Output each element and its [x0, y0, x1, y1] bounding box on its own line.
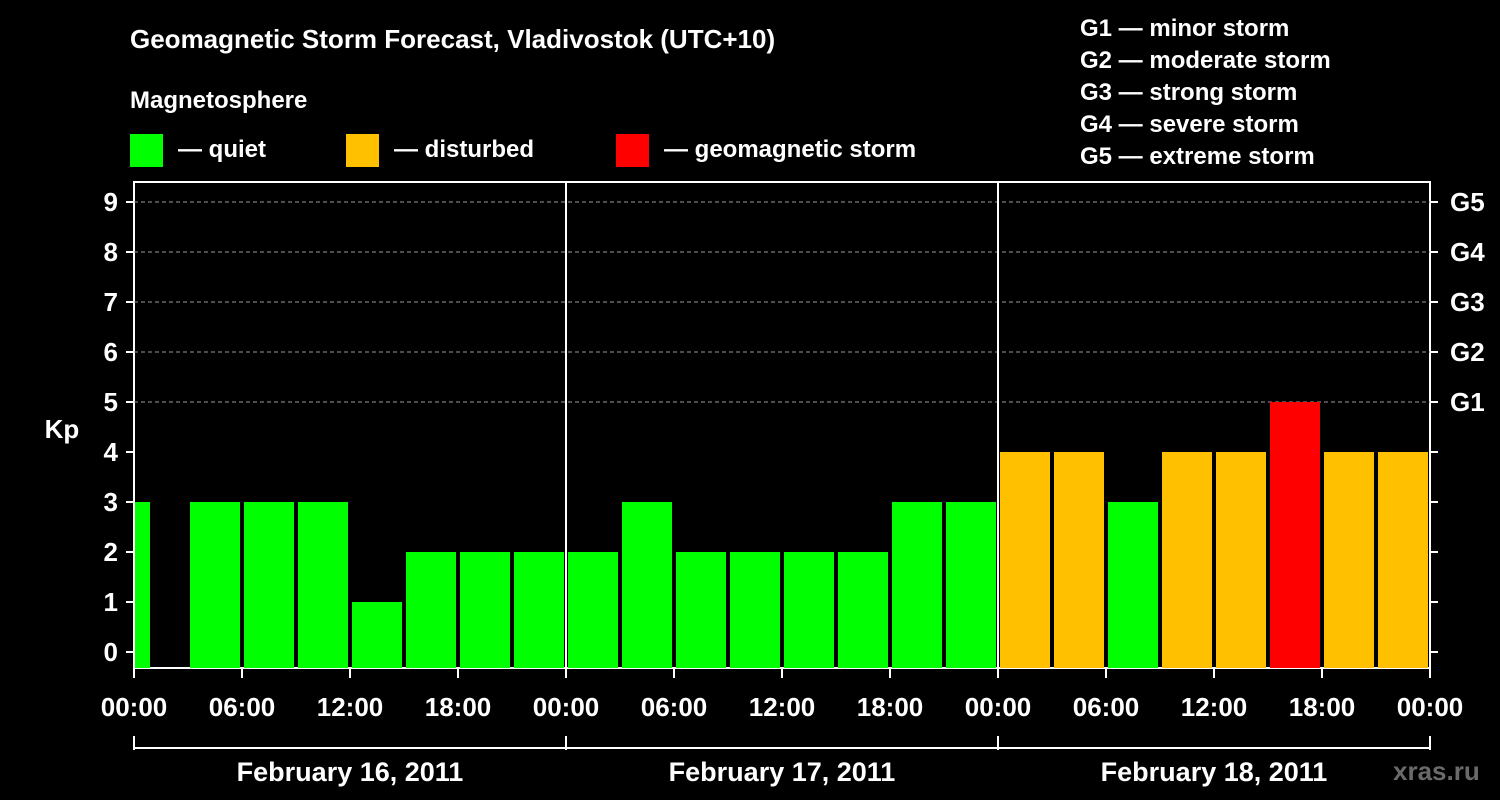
- right-tick-label-G5: G5: [1450, 187, 1485, 217]
- g-scale-g2: G2 — moderate storm: [1080, 47, 1331, 74]
- y-tick-label-2: 2: [104, 537, 118, 567]
- x-tick-label-8: 00:00: [965, 692, 1032, 722]
- x-tick-label-5: 06:00: [641, 692, 708, 722]
- bar-2: [244, 502, 294, 668]
- y-tick-label-9: 9: [104, 187, 118, 217]
- x-tick-label-12: 00:00: [1397, 692, 1464, 722]
- y-tick-label-4: 4: [104, 437, 119, 467]
- bar-0: [135, 502, 150, 668]
- g-scale-g3: G3 — strong storm: [1080, 79, 1298, 106]
- y-tick-label-1: 1: [104, 587, 118, 617]
- g-scale-g1: G1 — minor storm: [1080, 15, 1290, 42]
- bar-18: [1108, 502, 1158, 668]
- bar-13: [838, 552, 888, 668]
- bar-21: [1270, 402, 1320, 668]
- legend-swatch-storm: [616, 134, 649, 167]
- bar-11: [730, 552, 780, 668]
- bar-23: [1378, 452, 1428, 668]
- g-scale-g5: G5 — extreme storm: [1080, 143, 1315, 170]
- watermark: xras.ru: [1393, 756, 1480, 786]
- date-label-0: February 16, 2011: [237, 757, 464, 787]
- date-label-2: February 18, 2011: [1101, 757, 1328, 787]
- bar-20: [1216, 452, 1266, 668]
- bar-10: [676, 552, 726, 668]
- y-tick-label-0: 0: [104, 637, 118, 667]
- bar-6: [460, 552, 510, 668]
- legend-label-quiet: — quiet: [178, 136, 266, 163]
- right-tick-label-G4: G4: [1450, 237, 1485, 267]
- chart-title: Geomagnetic Storm Forecast, Vladivostok …: [130, 24, 776, 54]
- bar-17: [1054, 452, 1104, 668]
- bar-5: [406, 552, 456, 668]
- legend-label-storm: — geomagnetic storm: [664, 136, 917, 163]
- x-tick-label-9: 06:00: [1073, 692, 1140, 722]
- bar-4: [352, 602, 402, 668]
- y-tick-label-5: 5: [104, 387, 118, 417]
- date-label-1: February 17, 2011: [669, 757, 896, 787]
- x-tick-label-3: 18:00: [425, 692, 492, 722]
- x-tick-label-6: 12:00: [749, 692, 816, 722]
- y-tick-label-3: 3: [104, 487, 118, 517]
- bar-1: [190, 502, 240, 668]
- bar-15: [946, 502, 996, 668]
- bar-12: [784, 552, 834, 668]
- x-tick-label-1: 06:00: [209, 692, 276, 722]
- x-tick-label-4: 00:00: [533, 692, 600, 722]
- y-axis-label: Kp: [45, 414, 80, 444]
- bar-8: [568, 552, 618, 668]
- bar-19: [1162, 452, 1212, 668]
- bar-7: [514, 552, 564, 668]
- x-tick-label-2: 12:00: [317, 692, 384, 722]
- bar-22: [1324, 452, 1374, 668]
- right-tick-label-G3: G3: [1450, 287, 1485, 317]
- y-tick-label-8: 8: [104, 237, 118, 267]
- right-tick-label-G2: G2: [1450, 337, 1485, 367]
- x-tick-label-0: 00:00: [101, 692, 168, 722]
- right-tick-label-G1: G1: [1450, 387, 1485, 417]
- legend-swatch-quiet: [130, 134, 163, 167]
- x-tick-label-10: 12:00: [1181, 692, 1248, 722]
- x-tick-label-7: 18:00: [857, 692, 924, 722]
- bar-9: [622, 502, 672, 668]
- bar-3: [298, 502, 348, 668]
- y-tick-label-7: 7: [104, 287, 118, 317]
- g-scale-g4: G4 — severe storm: [1080, 111, 1299, 138]
- bar-16: [1000, 452, 1050, 668]
- legend-swatch-disturbed: [346, 134, 379, 167]
- x-tick-label-11: 18:00: [1289, 692, 1356, 722]
- legend-label-disturbed: — disturbed: [394, 136, 535, 163]
- magnetosphere-label: Magnetosphere: [130, 87, 308, 114]
- bar-14: [892, 502, 942, 668]
- y-tick-label-6: 6: [104, 337, 118, 367]
